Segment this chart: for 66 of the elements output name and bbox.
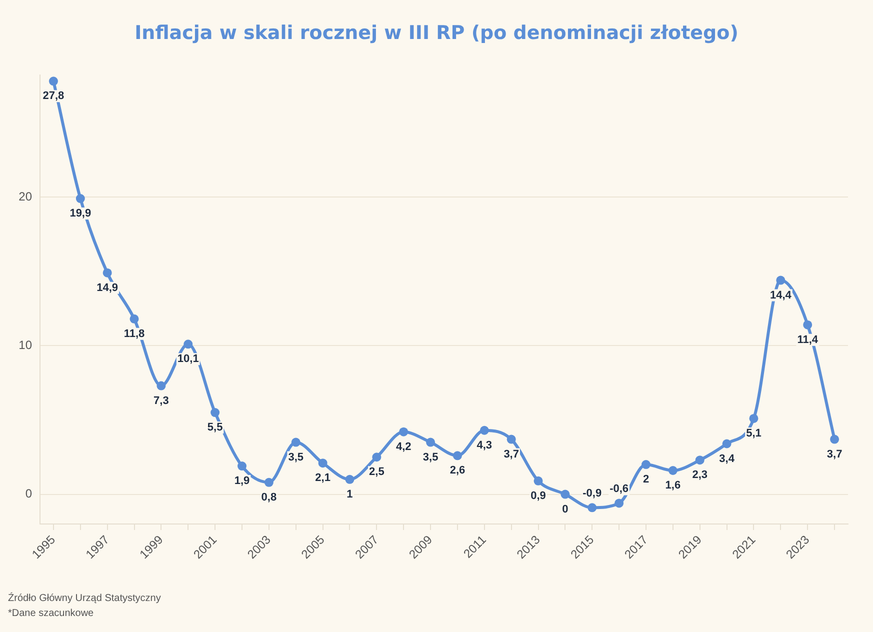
point — [426, 438, 436, 447]
y-tick-label: 10 — [18, 338, 32, 352]
data-label: 3,7 — [504, 448, 519, 460]
data-label: 0,8 — [261, 491, 277, 504]
point — [399, 427, 408, 436]
data-label: 2 — [642, 474, 650, 486]
y-tick-label: 0 — [25, 486, 32, 501]
point — [210, 408, 220, 418]
data-label: 0,9 — [530, 490, 546, 502]
data-label: 14,9 — [96, 282, 118, 294]
point — [534, 476, 543, 486]
data-label: -0,9 — [582, 488, 602, 500]
point — [560, 490, 570, 499]
data-label: 2,5 — [369, 466, 384, 478]
point — [291, 438, 300, 447]
data-label: 3,4 — [719, 452, 736, 465]
point — [238, 462, 246, 471]
point — [749, 414, 758, 423]
data-label: 3,5 — [422, 451, 438, 464]
point — [156, 381, 166, 390]
data-label: -0,6 — [610, 483, 629, 496]
point — [48, 76, 58, 86]
data-label: 5,5 — [207, 422, 223, 434]
point — [588, 503, 597, 512]
point — [102, 268, 112, 278]
point — [722, 439, 732, 448]
data-label: 1,9 — [234, 475, 250, 488]
text: Źródło Główny Urząd Statystyczny — [8, 591, 161, 606]
point — [614, 498, 624, 508]
data-label: 2,1 — [315, 472, 330, 484]
point — [642, 460, 650, 470]
data-label: 1,6 — [665, 480, 681, 492]
chart-title: Inflacja w skali rocznej w III RP (po denominacji złotego) — [134, 22, 740, 44]
point — [480, 426, 489, 435]
point — [452, 451, 462, 460]
point — [264, 478, 274, 487]
data-label: 11,4 — [797, 334, 819, 346]
point — [76, 194, 85, 204]
data-label: 0 — [562, 503, 568, 516]
point — [184, 340, 193, 349]
data-label: 2,3 — [692, 469, 708, 482]
data-label: 1 — [346, 488, 353, 500]
data-label: 3,7 — [826, 448, 842, 460]
data-label: 2,6 — [450, 464, 466, 477]
data-label: 5,1 — [746, 428, 762, 440]
point — [776, 276, 786, 285]
data-label: 11,8 — [124, 328, 145, 340]
text: *Dane szacunkowe — [8, 607, 95, 621]
data-label: 3,5 — [288, 451, 304, 464]
y-tick-label: 20 — [18, 189, 32, 204]
point — [803, 320, 812, 330]
point — [506, 434, 516, 444]
data-label: 19,9 — [70, 208, 92, 220]
point — [668, 466, 678, 475]
point — [318, 458, 328, 468]
point — [372, 452, 382, 462]
data-label: 7,3 — [154, 394, 169, 407]
point — [695, 456, 704, 465]
point — [345, 474, 354, 484]
point — [830, 434, 840, 444]
data-label: 14,4 — [770, 289, 792, 302]
point — [130, 314, 139, 324]
data-label: 27,8 — [42, 90, 64, 102]
data-label: 4,3 — [476, 439, 492, 452]
data-label: 4,2 — [396, 440, 412, 453]
data-label: 10,1 — [177, 353, 199, 366]
